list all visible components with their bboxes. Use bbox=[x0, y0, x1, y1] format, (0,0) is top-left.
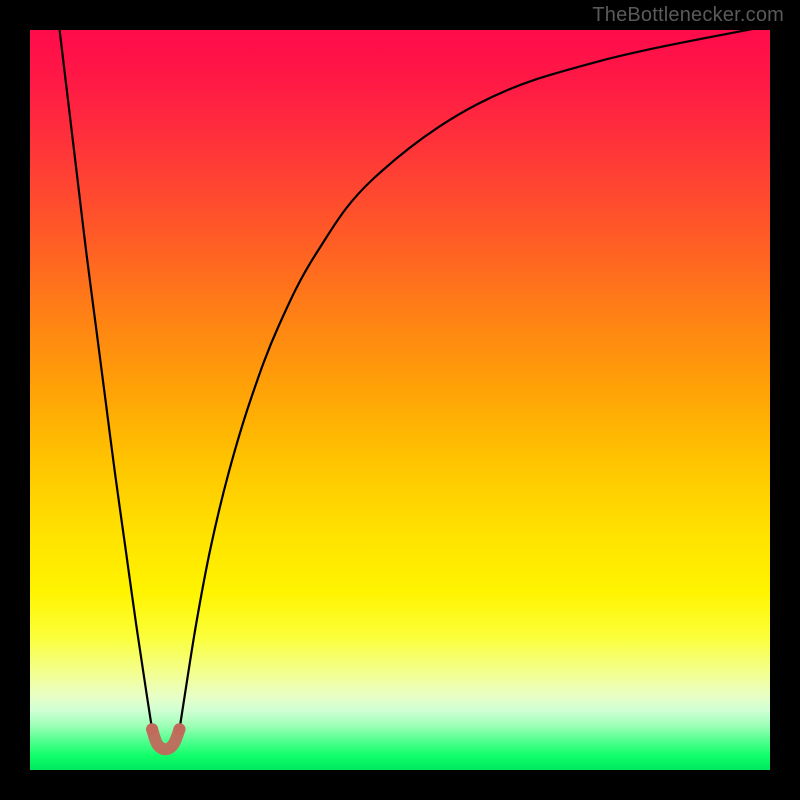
trough-endpoint-right bbox=[173, 723, 185, 735]
chart-plot-area bbox=[30, 30, 770, 770]
watermark-text: TheBottlenecker.com bbox=[592, 4, 784, 27]
trough-endpoint-left bbox=[146, 723, 158, 735]
chart-trough-overlay bbox=[30, 30, 770, 770]
